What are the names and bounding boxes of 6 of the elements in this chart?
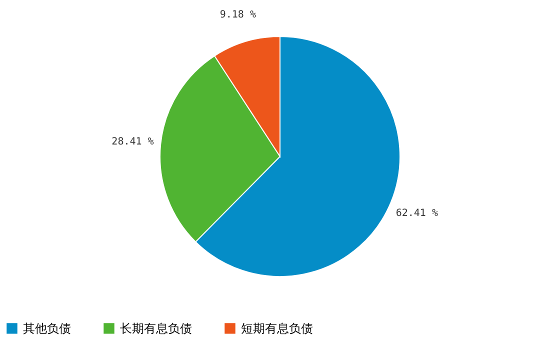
data-label: 62.41 % xyxy=(396,208,438,219)
legend-label: 长期有息负债 xyxy=(120,321,192,336)
data-label: 28.41 % xyxy=(112,136,154,148)
legend-label: 其他负债 xyxy=(23,321,71,336)
data-label: 9.18 % xyxy=(220,10,256,21)
legend-label: 短期有息负债 xyxy=(241,321,313,336)
